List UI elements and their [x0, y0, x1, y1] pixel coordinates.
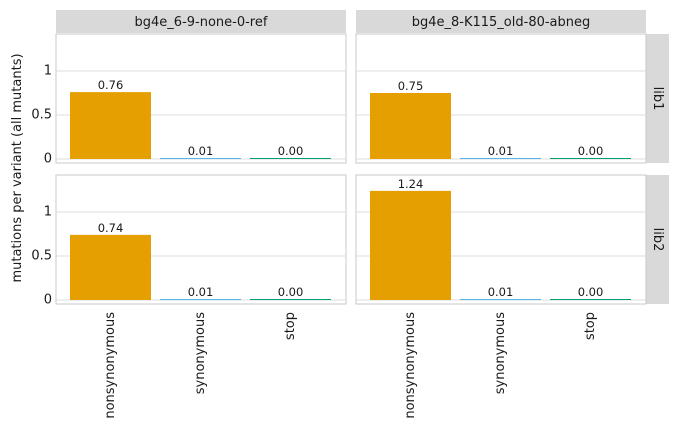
bar-value-label: 0.01	[488, 144, 514, 158]
bar-synonymous	[460, 299, 541, 300]
bar-stop	[250, 299, 331, 300]
bar-value-label: 0.74	[98, 221, 124, 235]
row-strip-label: lib2	[650, 228, 665, 252]
row-strip	[646, 34, 669, 163]
bar-value-label: 0.00	[278, 144, 304, 158]
bar-stop	[550, 158, 631, 159]
bar-stop	[550, 299, 631, 300]
bar-synonymous	[160, 158, 241, 159]
row-strip-label: lib1	[650, 87, 665, 111]
column-strip	[56, 10, 346, 33]
column-strip-label: bg4e_8-K115_old-80-abneg	[412, 15, 591, 30]
bar-stop	[250, 158, 331, 159]
y-tick-label: 0.5	[31, 108, 52, 123]
bar-synonymous	[460, 158, 541, 159]
row-strip	[646, 175, 669, 304]
bar-value-label: 0.01	[188, 285, 214, 299]
column-strip	[356, 10, 646, 33]
bar-value-label: 0.00	[578, 285, 604, 299]
y-axis-title: mutations per variant (all mutants)	[10, 53, 25, 282]
bar-value-label: 1.24	[398, 177, 424, 191]
bar-synonymous	[160, 299, 241, 300]
bar-nonsynonymous	[370, 190, 451, 300]
x-tick-label: stop	[583, 312, 598, 340]
y-tick-label: 1	[44, 64, 52, 79]
x-tick-label: nonsynonymous	[103, 312, 118, 419]
bar-nonsynonymous	[70, 234, 151, 300]
bar-value-label: 0.75	[398, 79, 424, 93]
x-tick-label: synonymous	[193, 312, 208, 394]
facet-panels: bg4e_6-9-none-0-ref bg4e_8-K115_old-80-ab…	[31, 10, 669, 419]
bar-value-label: 0.01	[488, 285, 514, 299]
bar-value-label: 0.00	[278, 285, 304, 299]
x-tick-label: stop	[283, 312, 298, 340]
y-tick-label: 0	[44, 152, 52, 167]
y-tick-label: 0.5	[31, 249, 52, 264]
bar-value-label: 0.00	[578, 144, 604, 158]
bar-value-label: 0.01	[188, 144, 214, 158]
x-tick-label: nonsynonymous	[403, 312, 418, 419]
y-tick-label: 1	[44, 205, 52, 220]
bar-nonsynonymous	[370, 93, 451, 159]
x-tick-label: synonymous	[493, 312, 508, 394]
y-tick-label: 0	[44, 293, 52, 308]
bar-value-label: 0.76	[98, 78, 124, 92]
bar-nonsynonymous	[70, 92, 151, 159]
column-strip-label: bg4e_6-9-none-0-ref	[135, 15, 268, 30]
